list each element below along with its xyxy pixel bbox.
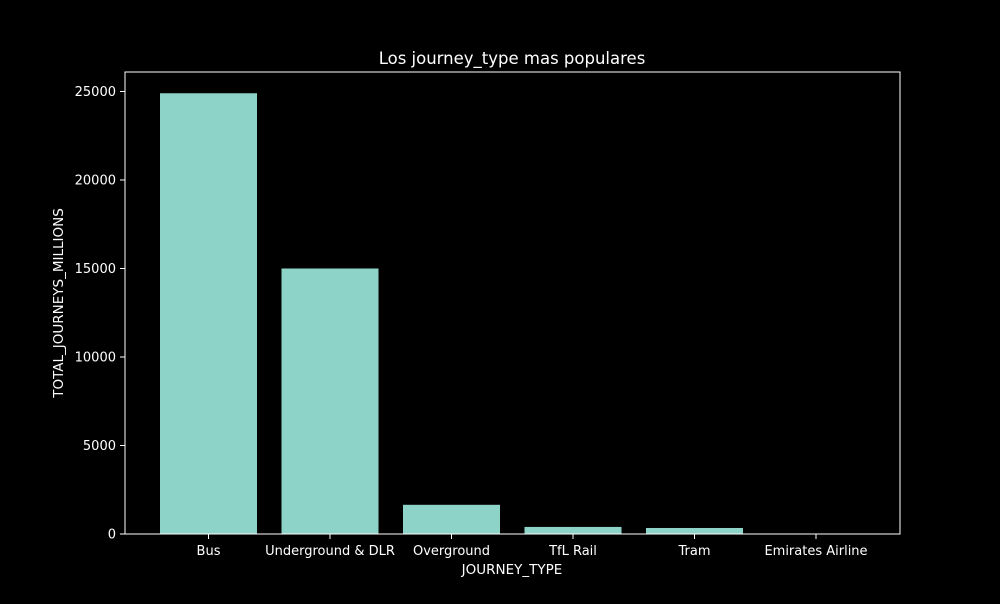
y-tick-label: 5000 (83, 439, 116, 454)
y-tick-label: 0 (108, 528, 116, 543)
x-tick-label: Tram (677, 544, 710, 559)
x-tick-label: Emirates Airline (764, 544, 867, 559)
bar-overground (403, 505, 500, 534)
bar-tfl-rail (525, 527, 622, 534)
x-tick-label: Underground & DLR (265, 544, 395, 559)
x-tick-label: Bus (197, 544, 221, 559)
bar-underground-dlr (282, 268, 379, 534)
x-tick-label: TfL Rail (548, 544, 597, 559)
y-tick-label: 20000 (75, 173, 116, 188)
x-axis-label: JOURNEY_TYPE (461, 562, 563, 578)
bar-bus (160, 93, 257, 534)
chart-title: Los journey_type mas populares (379, 49, 646, 69)
bar-tram (646, 528, 743, 534)
y-tick-label: 15000 (75, 262, 116, 277)
x-tick-label: Overground (413, 544, 490, 559)
y-axis-label: TOTAL_JOURNEYS_MILLIONS (51, 208, 67, 399)
y-tick-label: 25000 (75, 85, 116, 100)
y-tick-label: 10000 (75, 350, 116, 365)
